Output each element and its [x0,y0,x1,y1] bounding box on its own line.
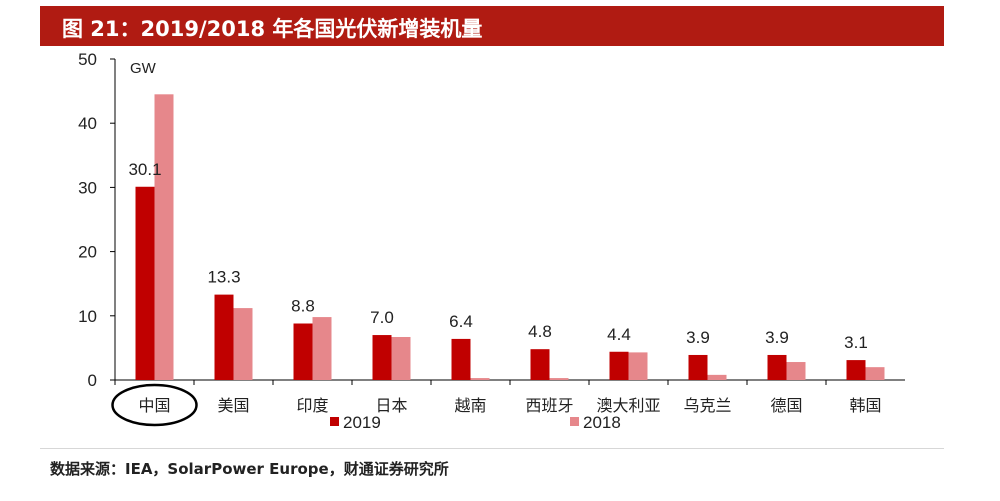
bar-2018 [707,374,727,380]
bar-2019 [688,354,708,380]
x-tick-label: 美国 [217,396,249,415]
bar-2018 [786,362,806,380]
data-label: 7.0 [370,308,394,327]
data-label: 13.3 [207,268,240,287]
data-label: 6.4 [449,312,473,331]
bar-2018 [154,94,174,380]
bar-2019 [135,186,155,380]
bar-2019 [609,351,629,380]
legend-label-2019: 2019 [343,413,381,432]
x-tick-label: 越南 [454,396,486,415]
bar-2019 [293,323,313,380]
bar-2018 [628,352,648,380]
y-tick-label: 50 [78,50,97,69]
x-tick-label: 韩国 [849,396,881,415]
y-tick-label: 20 [78,243,97,262]
y-tick-label: 40 [78,114,97,133]
highlight-ellipse [111,383,198,427]
x-tick-label: 中国 [138,396,170,415]
legend-swatch-2018 [570,417,579,426]
bar-2018 [470,378,490,380]
data-label: 4.4 [607,325,631,344]
bar-2019 [451,338,471,380]
chart-title: 图 21：2019/2018 年各国光伏新增装机量 [62,17,483,41]
data-label: 3.9 [686,328,710,347]
x-tick-label: 日本 [375,396,407,415]
x-tick-label: 西班牙 [525,396,573,415]
legend-swatch-2019 [330,417,339,426]
bar-2019 [530,349,550,380]
x-tick-label: 德国 [770,396,802,415]
bar-2019 [372,335,392,380]
bar-2018 [312,317,332,380]
source-note: 数据来源：IEA，SolarPower Europe，财通证券研究所 [50,460,449,478]
bar-2018 [549,378,569,380]
bar-2019 [846,360,866,380]
legend-label-2018: 2018 [583,413,621,432]
x-tick-label: 印度 [296,396,328,415]
bar-2018 [233,308,253,380]
y-tick-label: 0 [88,371,97,390]
y-unit-label: GW [130,60,157,77]
bar-2019 [767,354,787,380]
bar-2018 [391,336,411,380]
data-label: 8.8 [291,297,315,316]
x-tick-label: 澳大利亚 [596,396,660,415]
y-tick-label: 30 [78,178,97,197]
data-label: 3.9 [765,328,789,347]
y-tick-label: 10 [78,307,97,326]
x-tick-label: 乌克兰 [683,396,731,415]
data-label: 3.1 [844,333,868,352]
footer-divider [40,448,944,449]
title-bar: 图 21：2019/2018 年各国光伏新增装机量 [40,6,944,46]
data-label: 30.1 [128,160,161,179]
bar-2018 [865,367,885,380]
data-label: 4.8 [528,322,552,341]
bar-2019 [214,294,234,380]
